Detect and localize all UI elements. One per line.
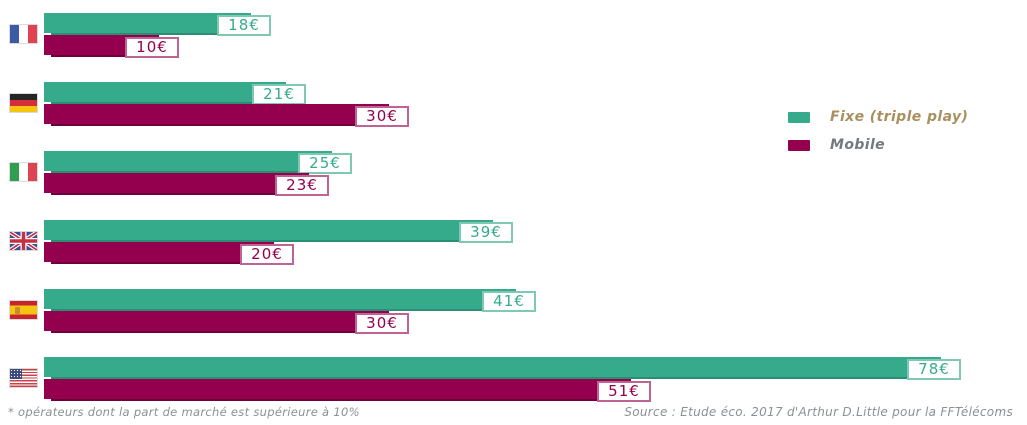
france-flag-icon [10,25,37,43]
fixe-swatch-icon [788,111,810,123]
mobile-bar [44,242,274,262]
mobile-bar [44,104,389,124]
fixe-bar [44,151,332,171]
mobile-value-label: 30€ [355,313,409,334]
fixe-value-label: 21€ [252,84,306,105]
legend-item-mobile: Mobile [788,131,968,159]
mobile-value-label: 30€ [355,106,409,127]
legend: Fixe (triple play) Mobile [788,103,968,159]
footnote: * opérateurs dont la part de marché est … [8,405,360,419]
fixe-value-label: 39€ [459,222,513,243]
country-row: 25€ 23€ [0,151,1027,196]
fixe-bar [44,220,493,240]
legend-label-fixe: Fixe (triple play) [830,109,969,125]
legend-label-mobile: Mobile [830,137,886,153]
fixe-bar [44,289,516,309]
fixe-bar [44,82,286,102]
country-row: 39€ 20€ [0,220,1027,265]
fixe-value-label: 25€ [298,153,352,174]
spain-flag-icon [10,301,37,319]
mobile-value-label: 20€ [240,244,294,265]
fixe-bar [44,13,251,33]
country-row: 18€ 10€ [0,13,1027,58]
mobile-bar [44,311,389,331]
mobile-value-label: 51€ [597,381,651,402]
fixe-bar [44,357,941,377]
mobile-value-label: 10€ [125,37,179,58]
mobile-swatch-icon [788,139,810,151]
country-row: 78€ 51€ [0,357,1027,402]
fixe-value-label: 41€ [482,291,536,312]
fixe-value-label: 18€ [217,15,271,36]
legend-item-fixe: Fixe (triple play) [788,103,968,131]
country-row: 41€ 30€ [0,289,1027,334]
mobile-bar [44,379,631,399]
italy-flag-icon [10,163,37,181]
fixe-value-label: 78€ [907,359,961,380]
usa-flag-icon [10,369,37,387]
uk-flag-icon [10,232,37,250]
germany-flag-icon [10,94,37,112]
country-row: 21€ 30€ [0,82,1027,127]
mobile-bar [44,173,309,193]
mobile-value-label: 23€ [275,175,329,196]
source-credit: Source : Etude éco. 2017 d'Arthur D.Litt… [624,405,1013,419]
